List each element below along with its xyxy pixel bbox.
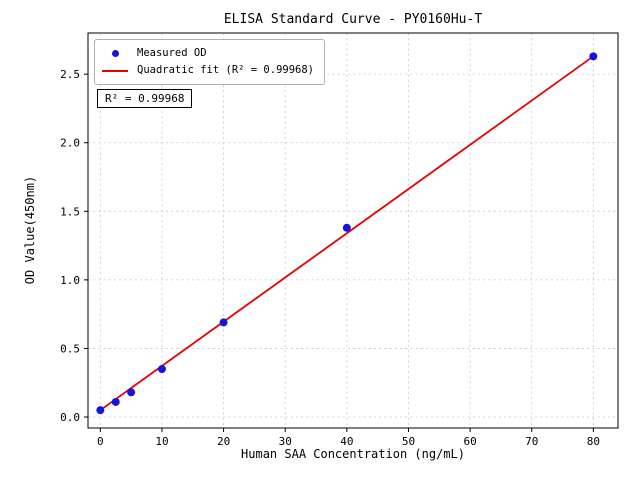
line-marker-icon [102, 69, 128, 72]
legend-handle [101, 50, 129, 57]
data-point [219, 318, 228, 327]
data-point [589, 52, 598, 61]
legend-label-fit: Quadratic fit (R² = 0.99968) [137, 64, 315, 76]
r-squared-annotation: R² = 0.99968 [97, 89, 193, 108]
x-axis-label: Human SAA Concentration (ng/mL) [241, 447, 465, 461]
y-tick-label: 0.5 [60, 342, 80, 355]
y-tick-label: 2.0 [60, 137, 80, 150]
data-point [111, 397, 120, 406]
x-tick-label: 20 [217, 435, 230, 448]
x-tick-label: 70 [525, 435, 538, 448]
legend-entry-measured: Measured OD [101, 45, 314, 62]
data-point [96, 406, 105, 415]
x-tick-label: 40 [340, 435, 353, 448]
data-point [157, 365, 166, 374]
x-tick-label: 60 [463, 435, 476, 448]
y-tick-label: 2.5 [60, 68, 80, 81]
x-tick-label: 50 [402, 435, 415, 448]
legend-entry-fit: Quadratic fit (R² = 0.99968) [101, 62, 314, 79]
legend: Measured OD Quadratic fit (R² = 0.99968) [94, 39, 326, 85]
data-point [127, 388, 136, 397]
legend-handle [101, 69, 129, 72]
quadratic-fit-line [99, 55, 594, 411]
chart-title: ELISA Standard Curve - PY0160Hu-T [223, 12, 483, 27]
x-tick-label: 10 [155, 435, 168, 448]
x-tick-label: 30 [279, 435, 292, 448]
legend-label-measured: Measured OD [137, 47, 207, 59]
y-axis-label: OD Value(450nm) [23, 175, 37, 285]
scatter-marker-icon [111, 50, 119, 57]
y-tick-label: 0.0 [60, 411, 80, 424]
x-tick-label: 0 [97, 435, 104, 448]
x-tick-label: 80 [587, 435, 600, 448]
y-tick-label: 1.5 [60, 205, 80, 218]
y-tick-label: 1.0 [60, 274, 80, 287]
plot-border [87, 32, 619, 429]
data-point [342, 223, 351, 232]
